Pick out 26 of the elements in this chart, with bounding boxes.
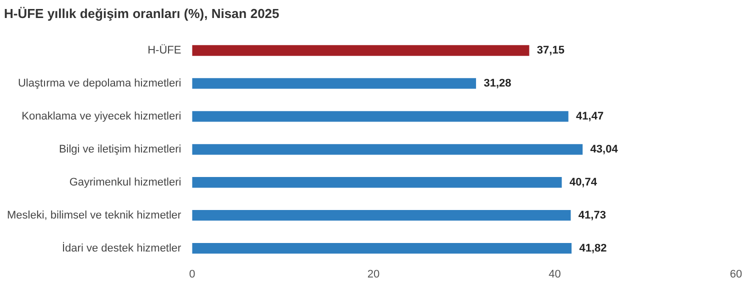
- bar: [192, 177, 562, 188]
- bar: [192, 78, 476, 89]
- bar: [192, 242, 572, 254]
- bar: [192, 210, 571, 221]
- y-tick-label: Gayrimenkul hizmetleri: [69, 176, 182, 188]
- data-label: 37,15: [536, 44, 564, 57]
- data-label: 41,82: [579, 242, 607, 254]
- data-label: 41,73: [578, 209, 606, 222]
- bar: [192, 45, 530, 56]
- chart-title: H-ÜFE yıllık değişim oranları (%), Nisan 2025: [4, 6, 280, 21]
- y-tick-label: Konaklama ve yiyecek hizmetleri: [22, 110, 182, 122]
- data-label: 31,28: [484, 77, 512, 90]
- bar: [192, 144, 583, 155]
- data-label: 41,47: [576, 110, 604, 122]
- data-label: 43,04: [590, 143, 619, 156]
- y-tick-label: H-ÜFE: [148, 44, 182, 57]
- y-tick-label: Ulaştırma ve depolama hizmetleri: [18, 77, 182, 90]
- x-tick-label: 60: [730, 268, 742, 280]
- y-tick-label: Mesleki, bilimsel ve teknik hizmetler: [7, 209, 182, 222]
- y-tick-label: Bilgi ve iletişim hizmetleri: [58, 143, 182, 156]
- x-tick-label: 20: [367, 268, 380, 280]
- x-tick-label: 40: [548, 268, 561, 280]
- data-label: 40,74: [569, 176, 598, 188]
- x-tick-label: 0: [189, 268, 196, 280]
- bar: [192, 111, 568, 122]
- y-tick-label: İdari ve destek hizmetler: [62, 241, 182, 254]
